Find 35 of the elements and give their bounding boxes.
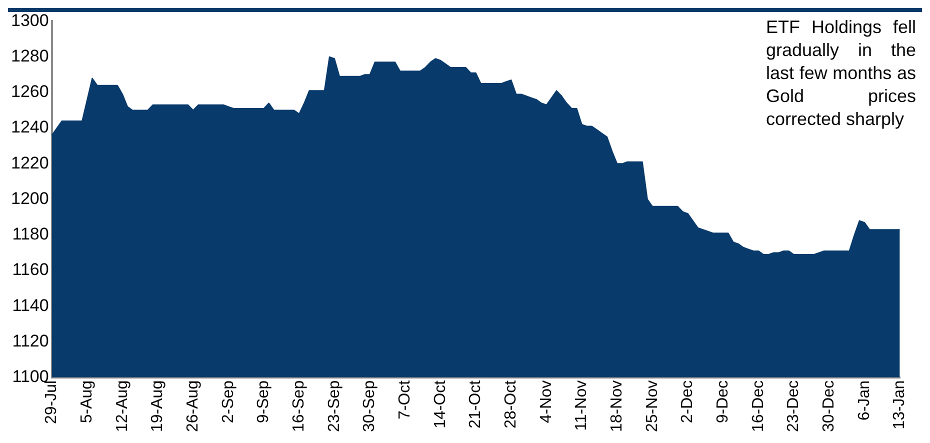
y-tick-label: 1280 [10,46,49,66]
x-tick-label: 28-Oct [502,380,520,428]
x-tick-label: 9-Dec [714,380,732,424]
y-tick-label: 1300 [10,10,49,30]
y-tick-label: 1160 [12,260,49,280]
x-tick-label: 21-Oct [467,380,484,428]
x-tick-label: 30-Dec [820,380,838,432]
y-tick-label: 1240 [10,118,49,137]
y-tick-label: 1200 [10,188,49,208]
y-tick-label: 1140 [12,296,49,315]
y-tick-label: 1220 [10,153,49,172]
x-tick-label: 23-Sep [326,380,343,432]
x-tick-label: 4-Nov [538,380,555,424]
x-tick-label: 7-Oct [396,380,414,420]
x-tick-label: 14-Oct [432,380,449,428]
x-tick-label: 12-Aug [114,380,131,432]
x-tick-label: 16-Dec [750,380,767,432]
x-tick-label: 2-Sep [220,380,237,424]
x-tick-label: 2-Dec [679,380,696,424]
x-tick-label: 19-Aug [149,380,166,432]
y-tick-label: 1120 [12,331,49,350]
x-tick-label: 13-Jan [891,380,908,430]
x-tick-label: 26-Aug [184,380,202,432]
x-tick-label: 18-Nov [608,380,626,432]
x-tick-label: 16-Sep [290,380,308,432]
y-tick-label: 1260 [10,82,49,102]
x-tick-label: 9-Sep [255,380,272,424]
x-tick-label: 6-Jan [856,380,873,420]
x-tick-label: 11-Nov [573,380,590,431]
x-tick-label: 30-Sep [361,380,378,432]
x-tick-label: 5-Aug [78,380,96,424]
y-tick-label: 1180 [12,224,49,244]
x-tick-label: 23-Dec [785,380,802,432]
annotation: ETF Holdings fell gradually in the last few months as Gold prices corrected sharply [766,16,916,131]
x-tick-label: 25-Nov [644,380,661,432]
